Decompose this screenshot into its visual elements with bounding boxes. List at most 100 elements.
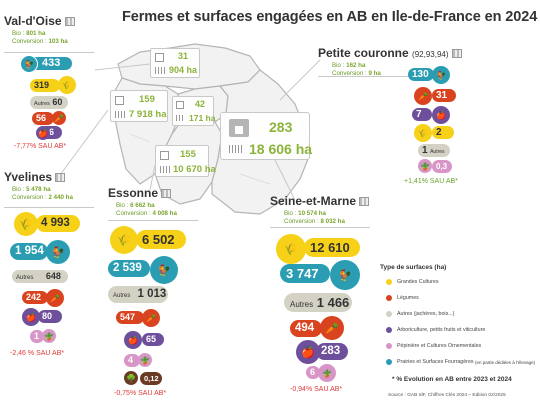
building-icon bbox=[176, 101, 184, 109]
carrot-icon: 🥕 bbox=[46, 289, 64, 307]
legend-title: Type de surfaces (ha) bbox=[380, 264, 447, 271]
petite-couronne-trend: +1,41% SAU AB* bbox=[404, 178, 458, 185]
map-essonne-surface: 10 670 ha bbox=[173, 164, 216, 175]
val-doise-prairies: 🐓 433 bbox=[20, 55, 72, 73]
building-icon bbox=[55, 173, 66, 183]
stat-bio: Bio : 6 662 ha bbox=[116, 202, 155, 209]
field-icon bbox=[115, 111, 125, 118]
page-title: Fermes et surfaces engagées en AB en Ile… bbox=[122, 9, 538, 25]
carrot-icon: 🥕 bbox=[52, 111, 66, 125]
field-icon bbox=[160, 166, 170, 173]
building-icon bbox=[359, 197, 370, 207]
map-yvelines-farms: 159 bbox=[139, 94, 155, 105]
source: Source : GAB IdF, Chiffres Clés 2024 – E… bbox=[388, 393, 506, 398]
carrot-icon: 🥕 bbox=[142, 309, 160, 327]
apple-icon: 🍎 bbox=[36, 126, 50, 140]
map-petite-couronne-farms: 42 bbox=[195, 99, 206, 109]
stat-conversion: Conversion : 4 008 ha bbox=[116, 210, 177, 217]
tree-icon: 🌳 bbox=[124, 371, 138, 385]
wheat-icon: 🌾 bbox=[14, 212, 38, 236]
rooster-icon: 🐓 bbox=[150, 256, 178, 284]
building-icon bbox=[451, 49, 462, 59]
seine-marne-trend: -0,94% SAU AB* bbox=[290, 386, 343, 393]
apple-icon: 🍎 bbox=[22, 308, 40, 326]
yvelines-autres: Autres 648 bbox=[12, 270, 68, 283]
yvelines-trend: -2,46 % SAU AB* bbox=[10, 350, 65, 357]
carrot-icon: 🥕 bbox=[414, 87, 432, 105]
field-icon bbox=[176, 115, 185, 121]
building-icon bbox=[160, 151, 169, 160]
essonne-trend: -0,75% SAU AB* bbox=[114, 390, 167, 397]
dept-name-yvelines: Yvelines bbox=[4, 170, 94, 184]
wheat-icon: 🌾 bbox=[276, 234, 306, 264]
field-icon bbox=[229, 145, 243, 153]
petite-couronne-arbo: 7 bbox=[412, 108, 432, 121]
val-doise-grandes: 319 bbox=[30, 79, 60, 92]
apple-icon: 🍎 bbox=[296, 340, 320, 364]
petite-couronne-legumes: 31 bbox=[432, 89, 456, 102]
map-box-yvelines: 159 7 918 ha bbox=[110, 90, 168, 122]
val-doise-legumes: 56 bbox=[32, 112, 54, 125]
stat-conversion: Conversion : 2 440 ha bbox=[12, 194, 73, 201]
map-val-doise-surface: 904 ha bbox=[169, 65, 198, 75]
divider bbox=[4, 52, 94, 53]
divider bbox=[4, 207, 94, 208]
rooster-icon: 🐓 bbox=[432, 66, 450, 84]
essonne-other: 0,12 bbox=[140, 372, 162, 385]
essonne-pepi: 4 bbox=[124, 354, 140, 367]
petite-couronne-prairies: 130 bbox=[408, 68, 434, 81]
seine-marne-autres: Autres 1 466 bbox=[284, 293, 352, 312]
pot-plant-icon: 🪴 bbox=[42, 329, 56, 343]
rooster-icon: 🐓 bbox=[20, 55, 38, 73]
essonne-prairies: 2 539 bbox=[108, 260, 150, 277]
seine-marne-pepi: 6 bbox=[306, 366, 320, 379]
legend-item-legumes: Légumes bbox=[386, 295, 536, 301]
divider bbox=[318, 76, 448, 77]
building-icon bbox=[161, 189, 172, 199]
dept-name-essonne: Essonne bbox=[108, 186, 198, 200]
rooster-icon: 🐓 bbox=[46, 240, 70, 264]
map-petite-couronne-surface: 171 ha bbox=[189, 113, 216, 123]
seine-marne-grandes: 12 610 bbox=[304, 238, 360, 257]
stat-conversion: Conversion : 103 ha bbox=[12, 38, 68, 45]
wheat-icon: 🌾 bbox=[58, 76, 76, 94]
divider bbox=[270, 227, 370, 228]
map-seine-marne-farms: 283 bbox=[269, 119, 293, 135]
stat-bio: Bio : 162 ha bbox=[332, 62, 366, 69]
essonne-legumes: 547 bbox=[116, 311, 144, 324]
legend-item-prairies: Prairies et Surfaces Fourragères (en par… bbox=[386, 359, 536, 365]
pot-plant-icon: 🪴 bbox=[418, 159, 432, 173]
pot-plant-icon: 🪴 bbox=[138, 353, 152, 367]
legend: Type de surfaces (ha) Grandes Cultures L… bbox=[380, 264, 536, 365]
essonne-grandes: 6 502 bbox=[136, 230, 186, 249]
building-icon bbox=[155, 53, 164, 62]
wheat-icon: 🌾 bbox=[414, 124, 432, 142]
rooster-icon: 🐓 bbox=[330, 260, 360, 290]
map-essonne-farms: 155 bbox=[180, 149, 196, 160]
yvelines-prairies: 1 954 bbox=[10, 243, 48, 260]
dept-name-petite-couronne: Petite couronne (92,93,94) bbox=[318, 46, 462, 60]
legend-item-pepi: Pépinière et Cultures Ornementales bbox=[386, 343, 536, 349]
pot-plant-icon: 🪴 bbox=[318, 364, 336, 382]
dept-yvelines: Yvelines Bio : 5 478 ha Conversion : 2 4… bbox=[4, 170, 94, 202]
dept-name-seine-marne: Seine-et-Marne bbox=[270, 194, 370, 208]
yvelines-pepi: 1 bbox=[30, 330, 44, 343]
petite-couronne-pepi: 0,3 bbox=[432, 160, 452, 173]
val-doise-autres: Autres 60 bbox=[30, 96, 68, 109]
barn-icon bbox=[229, 119, 249, 137]
apple-icon: 🍎 bbox=[124, 331, 142, 349]
dept-seine-marne: Seine-et-Marne Bio : 10 574 ha Conversio… bbox=[270, 194, 370, 226]
stat-bio: Bio : 801 ha bbox=[12, 30, 46, 37]
map-yvelines-surface: 7 918 ha bbox=[129, 109, 167, 120]
seine-marne-arbo: 283 bbox=[316, 343, 348, 360]
stat-bio: Bio : 5 478 ha bbox=[12, 186, 51, 193]
divider bbox=[108, 220, 198, 221]
dept-essonne: Essonne Bio : 6 662 ha Conversion : 4 00… bbox=[108, 186, 198, 218]
wheat-icon: 🌾 bbox=[110, 226, 138, 254]
apple-icon: 🍎 bbox=[432, 106, 450, 124]
carrot-icon: 🥕 bbox=[320, 316, 344, 340]
dept-name-val-doise: Val-d'Oise bbox=[4, 14, 94, 28]
yvelines-arbo: 80 bbox=[38, 310, 62, 323]
stat-conversion: Conversion : 9 ha bbox=[332, 70, 381, 77]
map-seine-marne-surface: 18 606 ha bbox=[249, 141, 313, 157]
